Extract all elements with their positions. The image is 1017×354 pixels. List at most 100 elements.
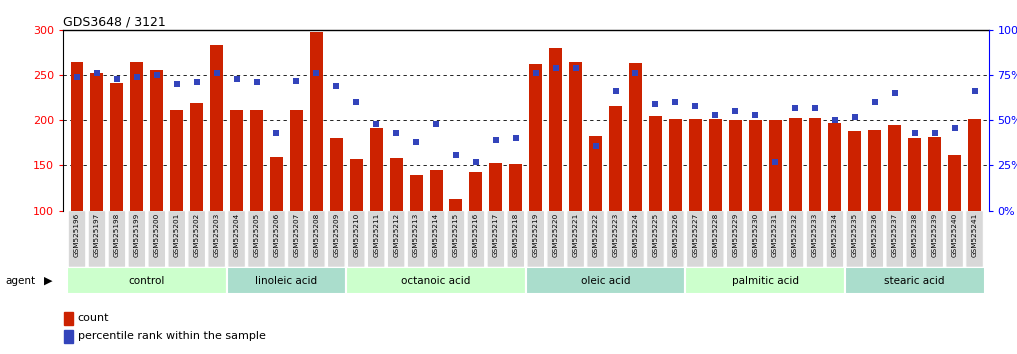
FancyBboxPatch shape	[806, 211, 824, 267]
Bar	[350, 159, 363, 211]
Text: ▶: ▶	[44, 276, 52, 286]
Point	[588, 143, 604, 148]
FancyBboxPatch shape	[906, 211, 923, 267]
Text: GSM525237: GSM525237	[892, 213, 898, 257]
Text: GSM525200: GSM525200	[154, 213, 160, 257]
Point	[69, 74, 85, 80]
Bar	[64, 330, 73, 343]
Bar	[230, 110, 243, 211]
Text: GSM525199: GSM525199	[134, 213, 140, 257]
Text: GSM525221: GSM525221	[573, 213, 579, 257]
Bar	[649, 116, 662, 211]
Point	[288, 78, 304, 84]
FancyBboxPatch shape	[327, 211, 345, 267]
FancyBboxPatch shape	[88, 211, 106, 267]
Bar	[729, 120, 741, 211]
FancyBboxPatch shape	[547, 211, 564, 267]
Text: GSM525203: GSM525203	[214, 213, 220, 257]
Bar	[908, 138, 921, 211]
Text: GSM525220: GSM525220	[552, 213, 558, 257]
Text: GSM525232: GSM525232	[792, 213, 798, 257]
Point	[229, 76, 245, 82]
Point	[507, 136, 524, 141]
Bar	[330, 137, 343, 211]
Point	[109, 76, 125, 82]
Point	[368, 121, 384, 127]
Text: GSM525238: GSM525238	[911, 213, 917, 257]
Text: GSM525241: GSM525241	[971, 213, 977, 257]
Text: GSM525234: GSM525234	[832, 213, 838, 257]
Bar	[689, 119, 702, 211]
Point	[208, 70, 225, 76]
Text: percentile rank within the sample: percentile rank within the sample	[77, 331, 265, 341]
Bar	[370, 127, 382, 211]
FancyBboxPatch shape	[248, 211, 265, 267]
Bar	[570, 62, 582, 211]
Text: GSM525204: GSM525204	[234, 213, 240, 257]
Point	[488, 137, 504, 143]
FancyBboxPatch shape	[307, 211, 325, 267]
Text: GSM525239: GSM525239	[932, 213, 938, 257]
Text: GSM525233: GSM525233	[812, 213, 818, 257]
FancyBboxPatch shape	[168, 211, 185, 267]
Text: GSM525214: GSM525214	[433, 213, 439, 257]
Bar	[227, 267, 346, 294]
Point	[607, 88, 623, 94]
Point	[268, 130, 285, 136]
Point	[966, 88, 982, 94]
Text: GSM525210: GSM525210	[353, 213, 359, 257]
Text: stearic acid: stearic acid	[885, 275, 945, 286]
FancyBboxPatch shape	[846, 211, 863, 267]
FancyBboxPatch shape	[427, 211, 444, 267]
Bar	[549, 48, 562, 211]
Point	[667, 99, 683, 105]
Text: GSM525230: GSM525230	[753, 213, 758, 257]
Text: GSM525219: GSM525219	[533, 213, 539, 257]
Bar	[429, 170, 442, 211]
FancyBboxPatch shape	[666, 211, 684, 267]
Bar	[769, 120, 782, 211]
FancyBboxPatch shape	[686, 211, 704, 267]
Text: GSM525198: GSM525198	[114, 213, 120, 257]
FancyBboxPatch shape	[527, 211, 544, 267]
Point	[388, 130, 405, 136]
Point	[348, 99, 364, 105]
Text: GSM525208: GSM525208	[313, 213, 319, 257]
Text: GSM525205: GSM525205	[253, 213, 259, 257]
Point	[947, 125, 963, 130]
Text: octanoic acid: octanoic acid	[402, 275, 471, 286]
FancyBboxPatch shape	[128, 211, 145, 267]
FancyBboxPatch shape	[408, 211, 425, 267]
Bar	[270, 158, 283, 211]
Text: GDS3648 / 3121: GDS3648 / 3121	[63, 16, 166, 29]
Bar	[845, 267, 984, 294]
Point	[528, 70, 544, 76]
FancyBboxPatch shape	[647, 211, 664, 267]
FancyBboxPatch shape	[188, 211, 205, 267]
Bar	[529, 64, 542, 211]
Text: linoleic acid: linoleic acid	[255, 275, 317, 286]
FancyBboxPatch shape	[108, 211, 126, 267]
FancyBboxPatch shape	[148, 211, 166, 267]
Point	[687, 103, 704, 109]
Bar	[470, 172, 482, 211]
Point	[847, 114, 863, 120]
FancyBboxPatch shape	[746, 211, 764, 267]
Point	[428, 121, 444, 127]
Bar	[685, 267, 845, 294]
Bar	[64, 312, 73, 325]
Text: GSM525227: GSM525227	[693, 213, 699, 257]
Point	[627, 70, 644, 76]
Point	[308, 70, 324, 76]
Text: GSM525229: GSM525229	[732, 213, 738, 257]
Bar	[346, 267, 526, 294]
Bar	[848, 131, 861, 211]
FancyBboxPatch shape	[467, 211, 485, 267]
Bar	[410, 175, 423, 211]
Text: GSM525224: GSM525224	[633, 213, 639, 257]
FancyBboxPatch shape	[267, 211, 285, 267]
Bar	[709, 119, 722, 211]
Text: GSM525223: GSM525223	[612, 213, 618, 257]
Point	[408, 139, 424, 145]
Point	[787, 105, 803, 110]
